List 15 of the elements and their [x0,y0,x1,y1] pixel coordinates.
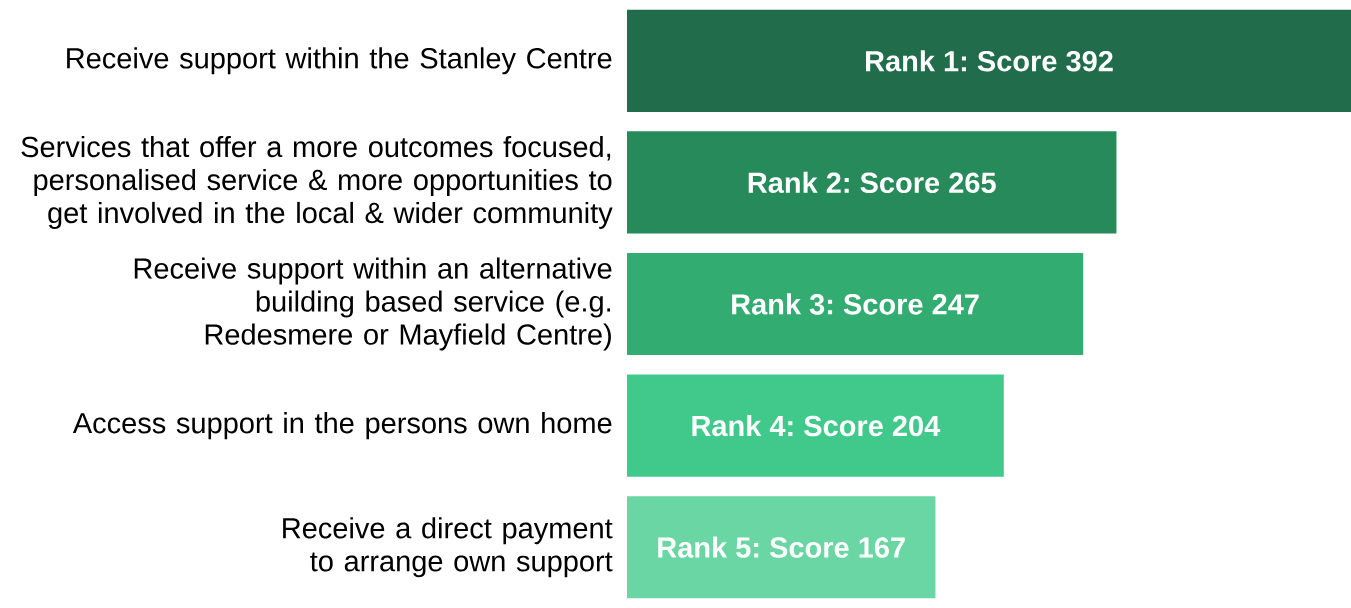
bar [627,9,1351,112]
y-tick-label: Receive a direct payment to arrange own support [283,517,613,578]
y-tick-label: Receive support within an alternative building based service (e.g. Redesmere or Mayfield Centre) [134,257,612,351]
bar [627,252,1084,356]
data-label: Rank 4: Score 204 [692,414,941,437]
data-label: Rank 3: Score 247 [732,293,979,315]
y-tick-label: Access support in the persons own home [72,412,612,440]
bar [627,496,936,599]
y-tick-label: Receive support within the Stanley Centre [67,47,612,75]
data-label: Rank 1: Score 392 [866,50,1113,72]
data-label: Rank 5: Score 167 [658,536,905,558]
bar [627,131,1117,234]
bar [627,374,1004,477]
data-label: Rank 2: Score 265 [748,171,996,194]
y-tick-label: Services that offer a more outcomes focused, personalised service & more opportunities to get involved in the local & wider community [21,135,613,229]
